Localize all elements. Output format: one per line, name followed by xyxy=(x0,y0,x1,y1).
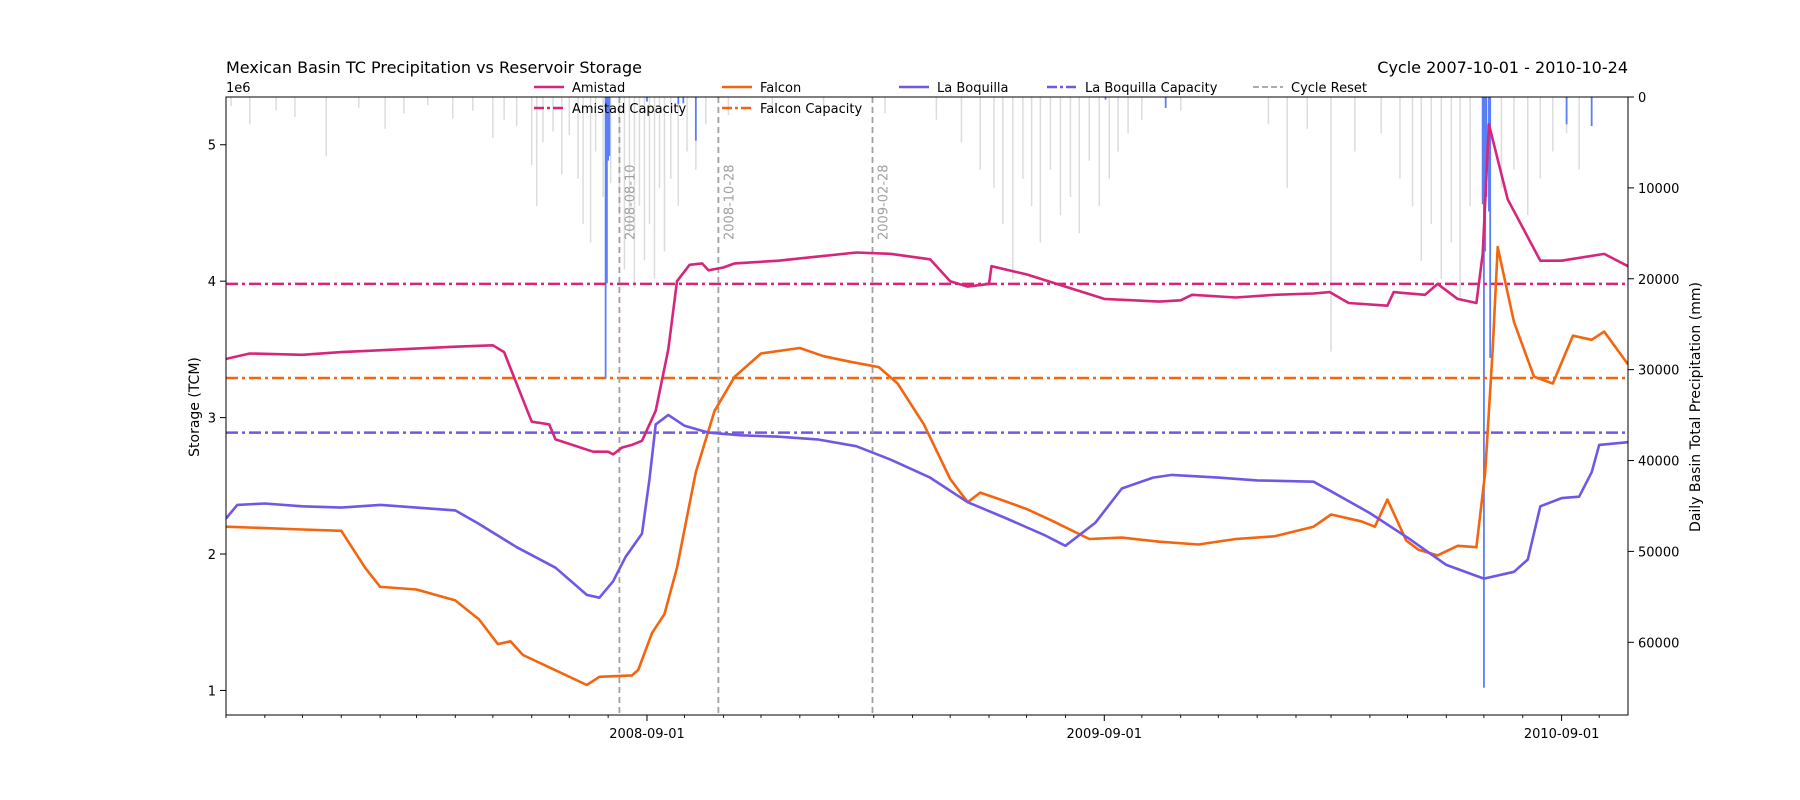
y-right-tick-label: 50000 xyxy=(1638,545,1679,560)
chart-cycle-label: Cycle 2007-10-01 - 2010-10-24 xyxy=(1377,58,1628,77)
y-right-tick-label: 0 xyxy=(1638,91,1646,106)
y-right-tick-label: 20000 xyxy=(1638,273,1679,288)
x-tick-label: 2008-09-01 xyxy=(609,727,685,742)
y-left-multiplier: 1e6 xyxy=(226,81,251,96)
y-left-tick-label: 2 xyxy=(208,548,216,563)
storage-series xyxy=(226,123,1628,687)
chart-title: Mexican Basin TC Precipitation vs Reserv… xyxy=(226,58,642,77)
y-right-axis: 0 10000 20000 30000 40000 50000 60000 xyxy=(1628,91,1679,651)
series-line-amistad xyxy=(226,123,1628,456)
precipitation-bars xyxy=(230,97,1593,688)
x-tick-label: 2010-09-01 xyxy=(1524,727,1600,742)
y-right-tick-label: 30000 xyxy=(1638,364,1679,379)
y-left-axis: 1 2 3 4 5 xyxy=(208,139,226,699)
y-left-tick-label: 1 xyxy=(208,684,216,699)
series-line-boquilla xyxy=(226,413,1628,600)
y-right-tick-label: 10000 xyxy=(1638,182,1679,197)
legend-label: Falcon Capacity xyxy=(760,102,862,117)
legend-label: La Boquilla Capacity xyxy=(1085,81,1218,96)
x-tick-label: 2009-09-01 xyxy=(1067,727,1143,742)
cycle-reset-label: 2009-02-28 xyxy=(876,164,891,240)
y-right-tick-label: 40000 xyxy=(1638,455,1679,470)
cycle-reset-lines: 2008-08-10 2008-10-28 2009-02-28 xyxy=(618,97,891,715)
y-right-axis-label: Daily Basin Total Precipitation (mm) xyxy=(1688,282,1704,532)
y-left-tick-label: 4 xyxy=(208,275,216,290)
y-left-tick-label: 3 xyxy=(208,412,216,427)
cycle-reset-label: 2008-08-10 xyxy=(623,164,638,240)
legend-label: Cycle Reset xyxy=(1291,81,1367,96)
legend-label: Amistad xyxy=(572,81,625,96)
legend-label: La Boquilla xyxy=(937,81,1009,96)
y-left-axis-label: Storage (TCM) xyxy=(187,357,203,457)
y-right-tick-label: 60000 xyxy=(1638,636,1679,651)
series-line-falcon xyxy=(226,245,1628,687)
plot-frame xyxy=(225,96,1629,716)
x-axis: 2008-09-01 2009-09-01 2010-09-01 xyxy=(225,715,1600,742)
capacity-lines xyxy=(226,282,1628,434)
legend: Amistad Falcon La Boquilla La Boquilla Capa… xyxy=(534,81,1367,117)
cycle-reset-label: 2008-10-28 xyxy=(722,164,737,240)
y-left-tick-label: 5 xyxy=(208,139,216,154)
legend-label: Amistad Capacity xyxy=(572,102,687,117)
legend-label: Falcon xyxy=(760,81,801,96)
